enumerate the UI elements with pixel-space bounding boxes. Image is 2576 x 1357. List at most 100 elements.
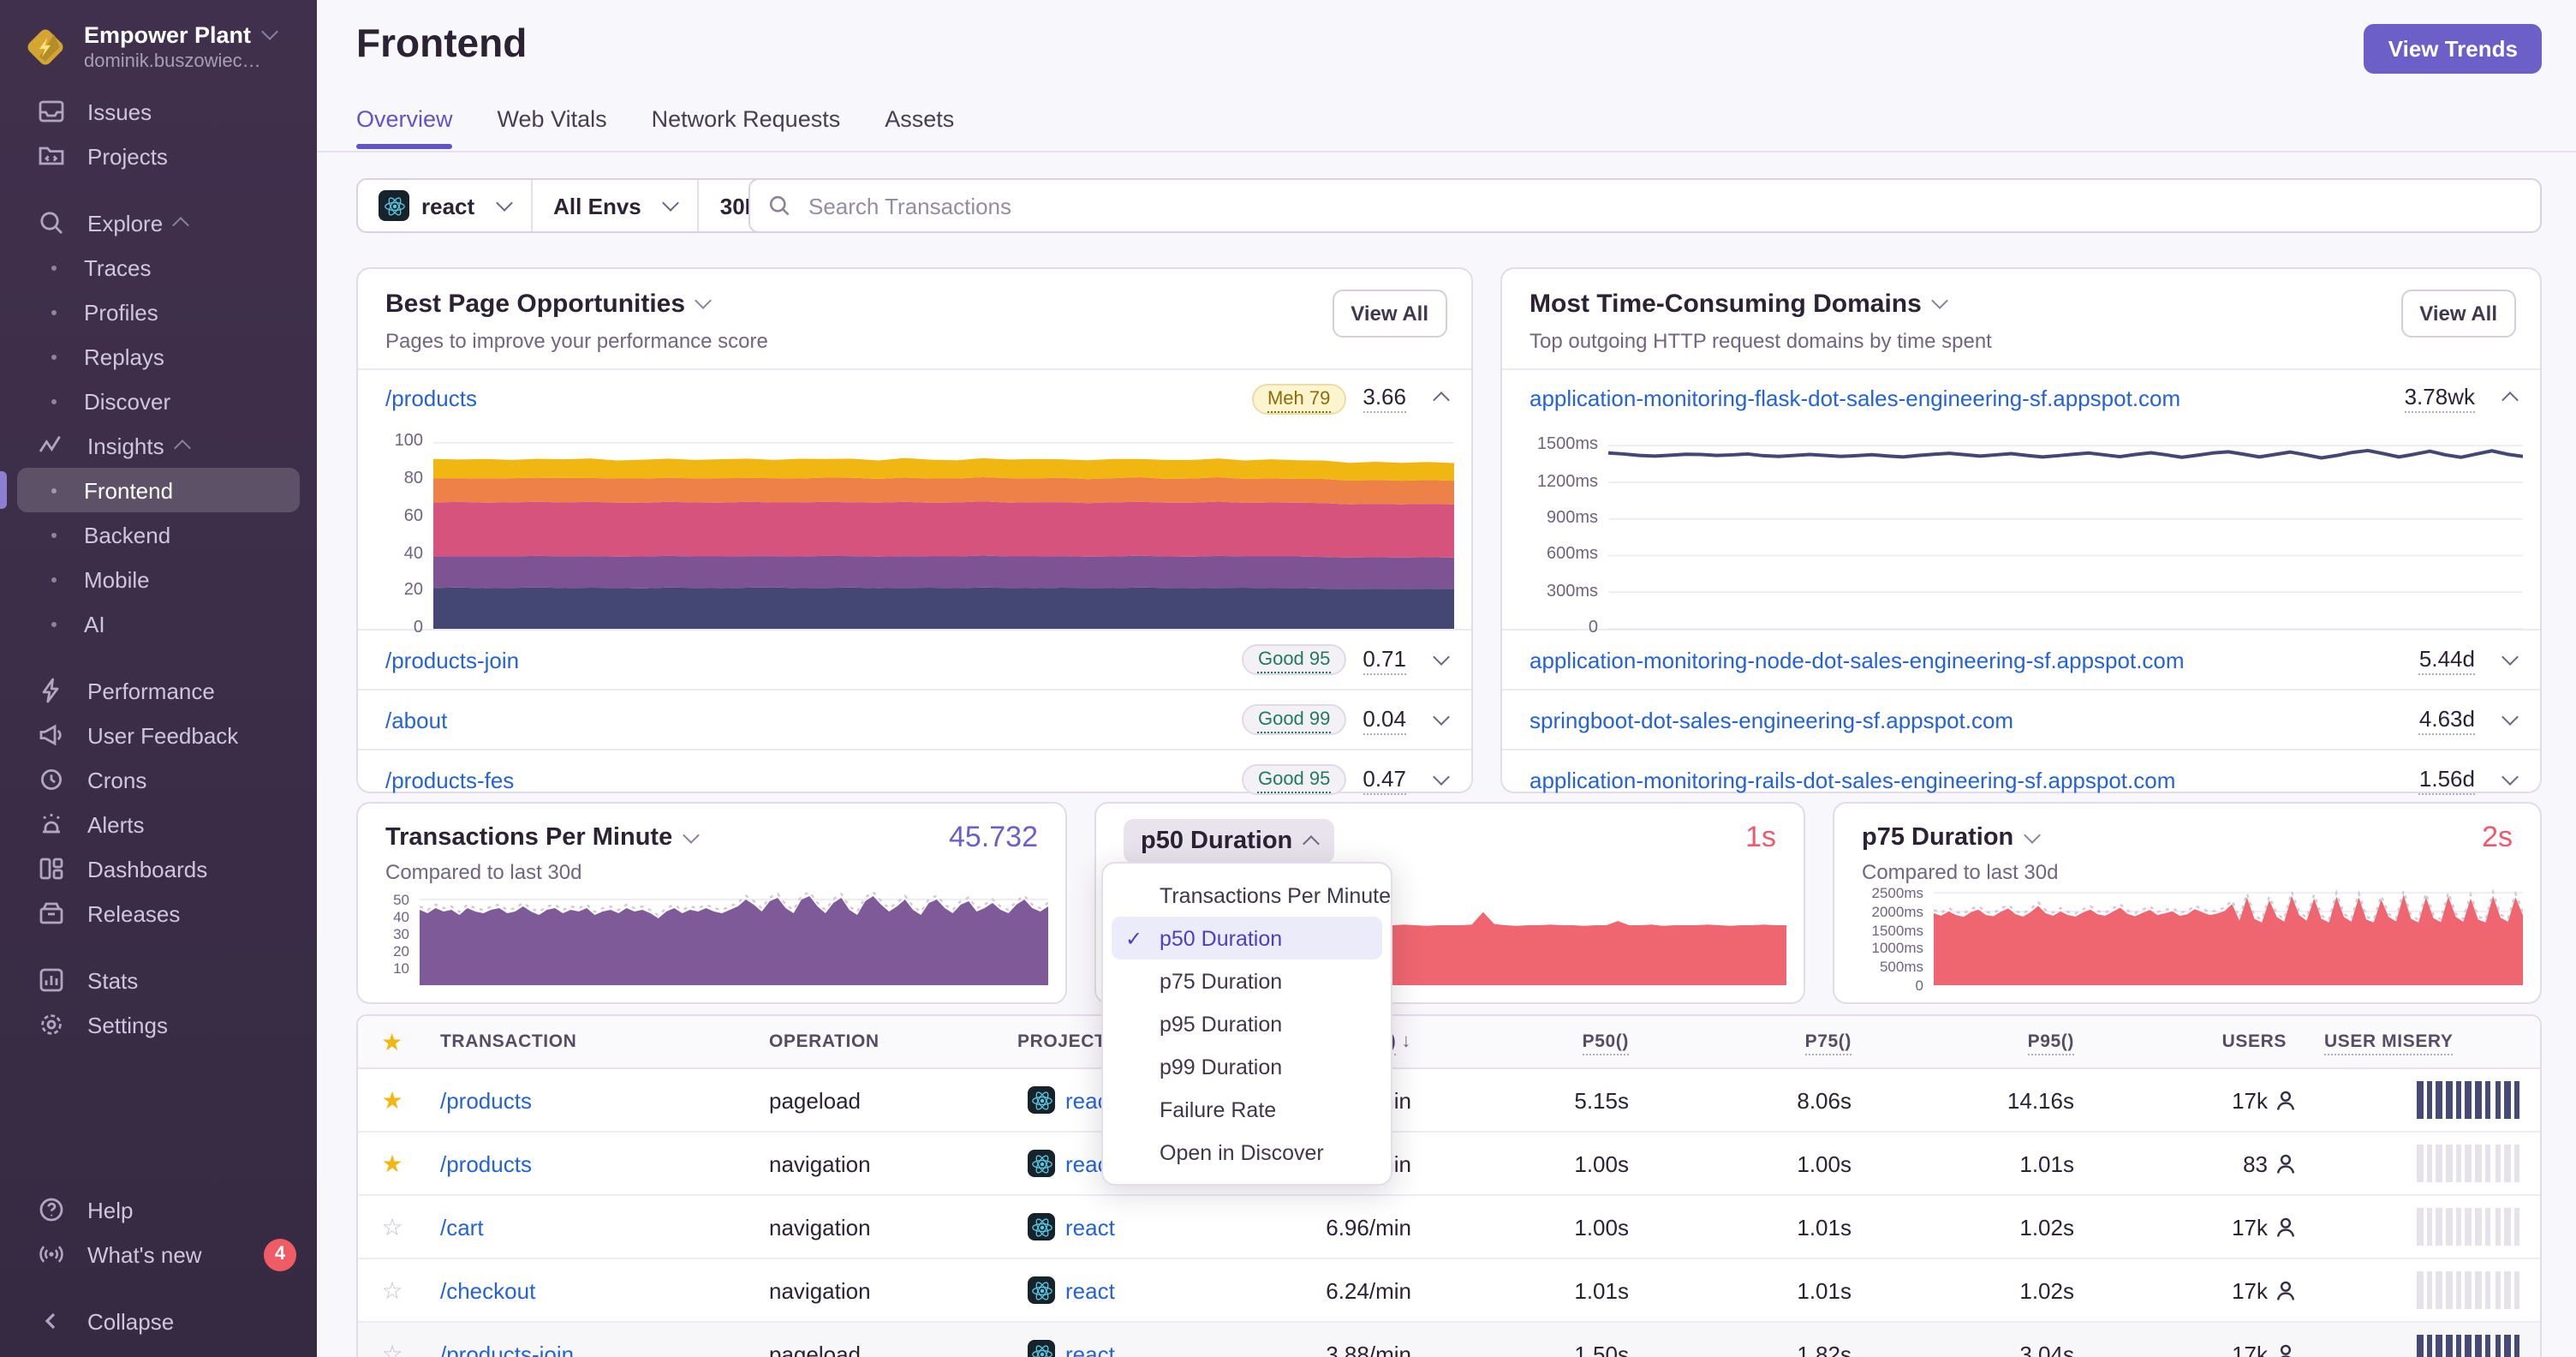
view-trends-button[interactable]: View Trends bbox=[2364, 24, 2542, 74]
sidebar-item-frontend[interactable]: Frontend bbox=[0, 468, 300, 512]
domain-row-link[interactable]: springboot-dot-sales-engineering-sf.apps… bbox=[1530, 707, 2014, 732]
tab-web-vitals[interactable]: Web Vitals bbox=[497, 106, 607, 132]
sidebar-item-ai[interactable]: AI bbox=[0, 601, 317, 646]
transaction-link[interactable]: /checkout bbox=[440, 1277, 536, 1303]
star-toggle[interactable]: ★ bbox=[381, 1086, 403, 1114]
column-header-p95[interactable]: P95() bbox=[1852, 1031, 2074, 1055]
column-header-operation[interactable]: OPERATION bbox=[769, 1031, 880, 1052]
domain-row-link[interactable]: application-monitoring-rails-dot-sales-e… bbox=[1530, 767, 2176, 792]
menu-item-transactions-per-minute[interactable]: Transactions Per Minute bbox=[1160, 883, 1392, 907]
sidebar-item-discover[interactable]: Discover bbox=[0, 379, 317, 423]
panel-title: Most Time-Consuming Domains bbox=[1530, 290, 1922, 319]
view-all-pages-button[interactable]: View All bbox=[1332, 290, 1447, 338]
menu-item-p75-duration[interactable]: p75 Duration bbox=[1160, 969, 1283, 993]
page-opportunity-row-link[interactable]: /about bbox=[385, 707, 448, 732]
star-toggle[interactable]: ☆ bbox=[381, 1213, 403, 1240]
tab-network-requests[interactable]: Network Requests bbox=[651, 106, 841, 132]
sidebar-label: Performance bbox=[87, 678, 215, 703]
panel-title: Best Page Opportunities bbox=[385, 290, 686, 319]
panel-subtitle: Top outgoing HTTP request domains by tim… bbox=[1530, 329, 1992, 353]
value-label: 0.71 bbox=[1363, 645, 1406, 674]
sidebar-item-insights[interactable]: Insights bbox=[0, 423, 317, 468]
sidebar-item-explore[interactable]: Explore bbox=[0, 200, 317, 245]
menu-item-open-in-discover[interactable]: Open in Discover bbox=[1160, 1140, 1324, 1164]
sidebar-item-user-feedback[interactable]: User Feedback bbox=[0, 713, 317, 757]
chevron-down-icon[interactable] bbox=[1433, 648, 1450, 665]
sidebar-item-help[interactable]: Help bbox=[0, 1187, 317, 1232]
value-label: 4.63d bbox=[2418, 705, 2475, 734]
star-toggle[interactable]: ★ bbox=[381, 1150, 403, 1177]
tab-overview[interactable]: Overview bbox=[356, 106, 454, 149]
sidebar-label: What's new bbox=[87, 1241, 202, 1267]
column-header-project[interactable]: PROJECT bbox=[1017, 1031, 1106, 1052]
chevron-up-icon[interactable] bbox=[1433, 392, 1450, 409]
page-score-stacked-chart bbox=[433, 433, 1454, 629]
sidebar-item-stats[interactable]: Stats bbox=[0, 958, 317, 1002]
transaction-link[interactable]: /products bbox=[440, 1087, 532, 1113]
project-link[interactable]: react bbox=[1065, 1277, 1115, 1303]
sidebar-item-performance[interactable]: Performance bbox=[0, 668, 317, 713]
sidebar-item-whats-new[interactable]: What's new 4 bbox=[0, 1232, 317, 1276]
chevron-down-icon[interactable] bbox=[1433, 708, 1450, 725]
chevron-down-icon[interactable] bbox=[2501, 768, 2519, 785]
project-link[interactable]: react bbox=[1065, 1214, 1115, 1240]
sidebar-item-issues[interactable]: Issues bbox=[0, 89, 317, 134]
search-input[interactable] bbox=[805, 191, 2523, 220]
project-link[interactable]: react bbox=[1065, 1341, 1115, 1357]
transaction-link[interactable]: /products bbox=[440, 1151, 532, 1176]
chevron-down-icon[interactable] bbox=[695, 292, 712, 309]
transaction-link[interactable]: /products-join bbox=[440, 1341, 575, 1357]
search-bar bbox=[748, 178, 2542, 233]
sidebar-collapse-button[interactable]: Collapse bbox=[0, 1299, 317, 1343]
chevron-down-icon[interactable] bbox=[2501, 648, 2519, 665]
sidebar-item-traces[interactable]: Traces bbox=[0, 245, 317, 290]
sidebar-item-backend[interactable]: Backend bbox=[0, 512, 317, 557]
sidebar-item-crons[interactable]: Crons bbox=[0, 757, 317, 802]
star-toggle[interactable]: ☆ bbox=[381, 1340, 403, 1357]
view-all-domains-button[interactable]: View All bbox=[2400, 290, 2516, 338]
bullet-icon bbox=[51, 354, 57, 359]
sidebar-item-replays[interactable]: Replays bbox=[0, 334, 317, 379]
column-header-misery[interactable]: USER MISERY bbox=[2297, 1031, 2540, 1055]
chevron-down-icon[interactable] bbox=[2501, 708, 2519, 725]
y-axis-labels: 1500ms 1200ms 900ms 600ms 300ms 0 bbox=[1536, 435, 1598, 637]
panel-title-row: Best Page Opportunities bbox=[385, 290, 1444, 319]
transaction-link[interactable]: /cart bbox=[440, 1214, 484, 1240]
star-toggle[interactable]: ☆ bbox=[381, 1276, 403, 1304]
sidebar-item-projects[interactable]: Projects bbox=[0, 134, 317, 178]
org-switcher[interactable]: Empower Plant dominik.buszowiec… bbox=[0, 0, 317, 86]
page-opportunity-row-link[interactable]: /products bbox=[385, 386, 477, 411]
environment-filter[interactable]: All Envs bbox=[531, 180, 698, 231]
value-label: 1.56d bbox=[2418, 765, 2475, 794]
sidebar-item-alerts[interactable]: Alerts bbox=[0, 802, 317, 846]
bullet-icon bbox=[51, 398, 57, 404]
menu-item-p99-duration[interactable]: p99 Duration bbox=[1160, 1055, 1283, 1079]
menu-item-p95-duration[interactable]: p95 Duration bbox=[1160, 1012, 1283, 1036]
sidebar-item-dashboards[interactable]: Dashboards bbox=[0, 846, 317, 891]
chevron-down-icon[interactable] bbox=[1433, 768, 1450, 785]
menu-item-p50-duration[interactable]: ✓ p50 Duration bbox=[1112, 917, 1382, 959]
column-header-p75[interactable]: P75() bbox=[1629, 1031, 1852, 1055]
p50-cell: 1.00s bbox=[1574, 1151, 1629, 1176]
metric-selector[interactable]: Transactions Per Minute bbox=[385, 824, 1038, 852]
sidebar-item-releases[interactable]: Releases bbox=[0, 891, 317, 936]
chevron-up-icon[interactable] bbox=[2501, 392, 2519, 409]
tab-assets[interactable]: Assets bbox=[885, 106, 955, 132]
p50-cell: 1.50s bbox=[1574, 1341, 1629, 1357]
domain-row-link[interactable]: application-monitoring-flask-dot-sales-e… bbox=[1530, 386, 2181, 411]
page-opportunity-row-link[interactable]: /products-join bbox=[385, 647, 520, 673]
domain-row: springboot-dot-sales-engineering-sf.apps… bbox=[1502, 689, 2540, 749]
column-header-users[interactable]: USERS bbox=[2221, 1031, 2287, 1052]
sidebar-item-profiles[interactable]: Profiles bbox=[0, 290, 317, 334]
column-header-p50[interactable]: P50() bbox=[1411, 1031, 1629, 1055]
metric-selector-open[interactable]: p50 Duration bbox=[1124, 819, 1334, 864]
project-filter[interactable]: react bbox=[358, 180, 531, 231]
chevron-down-icon[interactable] bbox=[1930, 292, 1948, 309]
menu-item-failure-rate[interactable]: Failure Rate bbox=[1160, 1097, 1277, 1121]
domain-row-link[interactable]: application-monitoring-node-dot-sales-en… bbox=[1530, 647, 2185, 673]
column-header-transaction[interactable]: TRANSACTION bbox=[440, 1031, 577, 1052]
sidebar-item-settings[interactable]: Settings bbox=[0, 1002, 317, 1047]
metric-selector[interactable]: p75 Duration bbox=[1862, 824, 2513, 852]
sidebar-item-mobile[interactable]: Mobile bbox=[0, 557, 317, 601]
page-opportunity-row-link[interactable]: /products-fes bbox=[385, 767, 515, 792]
